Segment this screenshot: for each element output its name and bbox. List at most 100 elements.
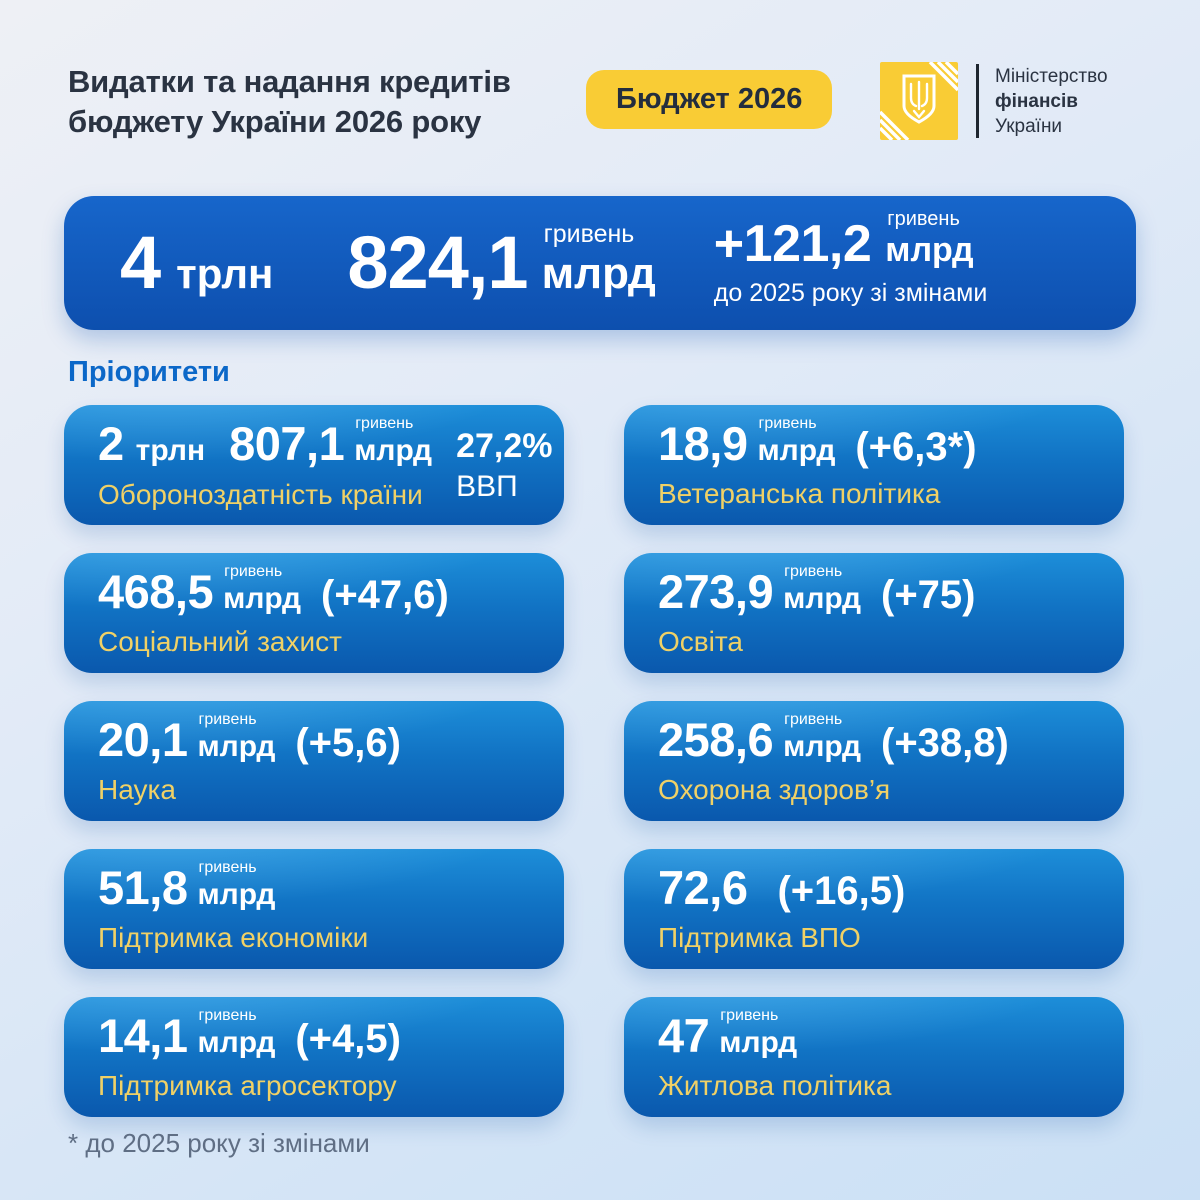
total-trln-unit: трлн bbox=[176, 250, 274, 297]
card-unit-scale: млрд bbox=[719, 1026, 798, 1059]
card-unit-currency: гривень bbox=[355, 414, 414, 432]
card-label: Охорона здоров’я bbox=[658, 774, 891, 805]
card-label: Підтримка агросектору bbox=[98, 1070, 397, 1101]
card-value: 468,5 bbox=[98, 565, 214, 618]
card-unit-currency: гривень bbox=[784, 711, 843, 728]
card-unit-stack: гривень млрд bbox=[197, 712, 276, 763]
card-idp-support: 72,6 (+16,5) Підтримка ВПО bbox=[624, 849, 1124, 969]
total-expenditure-banner: 4 трлн 824,1 гривень млрд +121,2 гривень… bbox=[64, 196, 1136, 330]
card-unit-scale: млрд bbox=[783, 730, 861, 763]
card-value-line: 18,9 гривень млрд (+6,3*) bbox=[658, 416, 977, 469]
card-unit-scale: млрд bbox=[354, 433, 433, 467]
page-title-line2: бюджету України 2026 року bbox=[68, 104, 482, 139]
card-housing-policy: 47 гривень млрд Житлова політика bbox=[624, 997, 1124, 1117]
card-label: Освіта bbox=[658, 626, 743, 657]
trident-shield-icon bbox=[880, 62, 958, 140]
card-unit-stack: гривень млрд bbox=[197, 860, 276, 911]
page-title: Видатки та надання кредитів бюджету Укра… bbox=[68, 62, 511, 142]
ministry-name-line2: фінансів bbox=[995, 90, 1078, 112]
budget-2026-badge: Бюджет 2026 bbox=[586, 70, 833, 129]
card-unit-stack: гривень млрд bbox=[719, 1008, 798, 1059]
card-unit-scale: млрд bbox=[197, 878, 276, 911]
card-prefix-value: 2 bbox=[98, 416, 124, 470]
card-social-protection: 468,5 гривень млрд (+47,6) Соціальний за… bbox=[64, 553, 564, 673]
card-value: 47 bbox=[658, 1009, 710, 1062]
card-value: 51,8 bbox=[98, 861, 188, 914]
card-unit-scale: млрд bbox=[223, 582, 301, 615]
card-value-line: 51,8 гривень млрд bbox=[98, 860, 368, 914]
card-science: 20,1 гривень млрд (+5,6) Наука bbox=[64, 701, 564, 821]
card-label: Ветеранська політика bbox=[658, 478, 941, 509]
ministry-name: Міністерство фінансів України bbox=[995, 64, 1108, 139]
card-unit-stack: гривень млрд bbox=[783, 712, 861, 763]
card-value-line: 72,6 (+16,5) bbox=[658, 864, 905, 911]
card-agro-support: 14,1 гривень млрд (+4,5) Підтримка агрос… bbox=[64, 997, 564, 1117]
priority-cards-grid: 2 трлн 807,1 гривень млрд Обороноздатніс… bbox=[64, 405, 1124, 1117]
card-unit-scale: млрд bbox=[783, 582, 861, 615]
card-unit-scale: млрд bbox=[197, 730, 276, 763]
priorities-heading: Пріоритети bbox=[68, 356, 230, 388]
card-label: Житлова політика bbox=[658, 1070, 892, 1101]
card-delta: (+75) bbox=[881, 573, 976, 617]
card-delta: (+6,3*) bbox=[855, 425, 977, 469]
card-unit-stack: гривень млрд bbox=[783, 564, 861, 615]
card-education: 273,9 гривень млрд (+75) Освіта bbox=[624, 553, 1124, 673]
card-unit-stack: гривень млрд bbox=[354, 415, 433, 467]
card-value: 14,1 bbox=[98, 1009, 188, 1062]
card-label: Підтримка ВПО bbox=[658, 922, 861, 953]
total-mlrd-group: 824,1 гривень млрд bbox=[347, 221, 656, 304]
card-gdp-share-label: ВВП bbox=[456, 469, 518, 503]
total-trln-value: 4 bbox=[120, 221, 161, 304]
card-main: 2 трлн 807,1 гривень млрд Обороноздатніс… bbox=[98, 415, 433, 511]
card-value: 273,9 bbox=[658, 565, 774, 618]
card-value-line: 20,1 гривень млрд (+5,6) bbox=[98, 712, 401, 765]
total-delta-unit-stack: гривень млрд bbox=[885, 209, 974, 269]
card-main: 47 гривень млрд Житлова політика bbox=[658, 1008, 892, 1102]
logo-divider bbox=[976, 64, 979, 138]
total-delta-row: +121,2 гривень млрд bbox=[713, 209, 988, 273]
total-delta-value: +121,2 bbox=[713, 215, 872, 273]
card-delta: (+5,6) bbox=[295, 721, 401, 765]
footnote: * до 2025 року зі змінами bbox=[68, 1128, 370, 1158]
card-value-line: 273,9 гривень млрд (+75) bbox=[658, 564, 976, 618]
total-unit-stack: гривень млрд bbox=[541, 222, 656, 298]
card-label: Підтримка економіки bbox=[98, 922, 369, 953]
card-main: 18,9 гривень млрд (+6,3*) Ветеранська по… bbox=[658, 416, 977, 510]
total-trln-group: 4 трлн bbox=[120, 226, 273, 300]
card-unit-currency: гривень bbox=[720, 1007, 779, 1024]
card-unit-scale: млрд bbox=[197, 1026, 276, 1059]
card-main: 258,6 гривень млрд (+38,8) Охорона здоро… bbox=[658, 712, 1009, 806]
card-unit-currency: гривень bbox=[198, 711, 257, 728]
card-main: 273,9 гривень млрд (+75) Освіта bbox=[658, 564, 976, 658]
card-unit-currency: гривень bbox=[198, 859, 257, 876]
card-gdp-share: 27,2% ВВП bbox=[456, 429, 552, 502]
card-value: 807,1 bbox=[229, 416, 345, 470]
total-mlrd-value: 824,1 bbox=[347, 221, 528, 304]
card-value-line: 14,1 гривень млрд (+4,5) bbox=[98, 1008, 401, 1062]
card-defense: 2 трлн 807,1 гривень млрд Обороноздатніс… bbox=[64, 405, 564, 525]
card-value: 258,6 bbox=[658, 713, 774, 766]
card-value-line: 468,5 гривень млрд (+47,6) bbox=[98, 564, 449, 618]
total-delta-unit-scale: млрд bbox=[885, 231, 974, 269]
card-delta: (+47,6) bbox=[321, 573, 449, 617]
card-unit-scale: млрд bbox=[757, 434, 836, 467]
card-unit-stack: гривень млрд bbox=[223, 564, 301, 615]
ministry-of-finance-logo: Міністерство фінансів України bbox=[880, 62, 1108, 140]
total-unit-scale: млрд bbox=[541, 249, 656, 298]
card-unit-stack: гривень млрд bbox=[757, 416, 836, 467]
header: Видатки та надання кредитів бюджету Укра… bbox=[68, 62, 1136, 152]
card-main: 51,8 гривень млрд Підтримка економіки bbox=[98, 860, 369, 954]
card-delta: (+4,5) bbox=[295, 1017, 401, 1061]
card-label: Соціальний захист bbox=[98, 626, 342, 657]
card-main: 14,1 гривень млрд (+4,5) Підтримка агрос… bbox=[98, 1008, 401, 1102]
card-value: 72,6 bbox=[658, 861, 748, 914]
page-title-line1: Видатки та надання кредитів bbox=[68, 64, 511, 99]
card-gdp-share-value: 27,2% bbox=[456, 426, 553, 465]
total-delta-note: до 2025 року зі змінами bbox=[713, 279, 988, 307]
card-value-line: 47 гривень млрд bbox=[658, 1008, 891, 1062]
ministry-name-line1: Міністерство bbox=[995, 65, 1108, 87]
card-delta: (+16,5) bbox=[777, 869, 906, 913]
card-prefix-unit: трлн bbox=[135, 433, 206, 467]
card-veterans: 18,9 гривень млрд (+6,3*) Ветеранська по… bbox=[624, 405, 1124, 525]
